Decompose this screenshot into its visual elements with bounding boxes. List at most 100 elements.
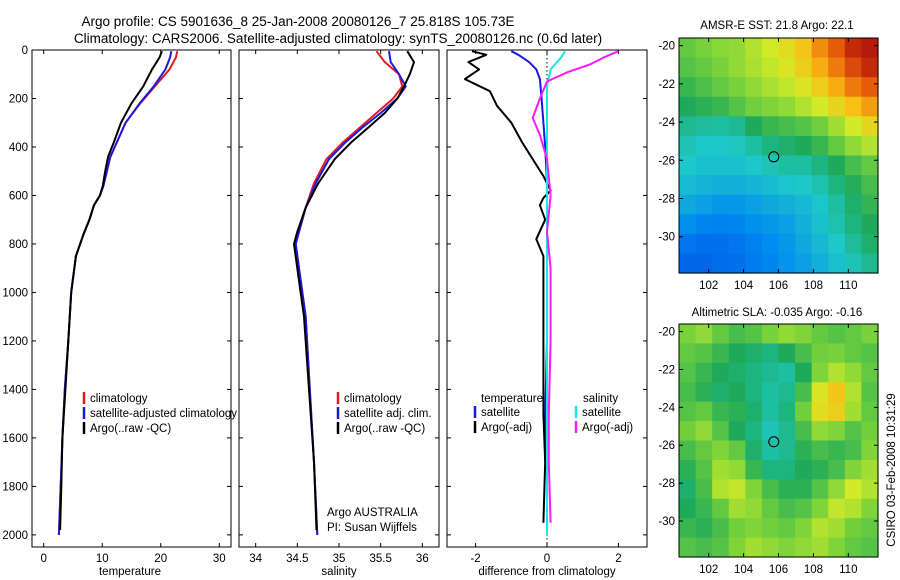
- heatmap-cell: [695, 324, 713, 345]
- series-line-satellite-adj-clim-: [294, 51, 407, 535]
- heatmap-cell: [795, 38, 813, 59]
- heatmap-cell: [712, 253, 730, 274]
- heatmap-cell: [761, 214, 780, 235]
- heatmap-cell: [778, 77, 796, 98]
- x-tick-label: 104: [734, 280, 754, 292]
- heatmap-cell: [695, 253, 713, 274]
- heatmap-cell: [828, 57, 846, 78]
- heatmap-cell: [795, 214, 813, 235]
- heatmap-cell: [844, 440, 863, 461]
- heatmap-cell: [679, 214, 697, 235]
- difference-xlabel: difference from climatology: [478, 566, 615, 578]
- heatmap-cell: [861, 155, 879, 176]
- heatmap-cell: [712, 440, 730, 461]
- heatmap-cell: [679, 479, 697, 500]
- y-tick-label: -26: [658, 440, 675, 452]
- heatmap-cell: [778, 57, 796, 78]
- heatmap-cell: [828, 343, 846, 364]
- heatmap-cell: [795, 479, 813, 500]
- heatmap-cell: [828, 362, 846, 383]
- heatmap-cell: [844, 343, 863, 364]
- heatmap-cell: [745, 362, 763, 383]
- heatmap-cell: [795, 343, 813, 364]
- heatmap-cell: [844, 214, 863, 235]
- heatmap-cell: [679, 440, 697, 461]
- salinity-panel: 34 34.5 35 35.5 36 salinity climatology sate…: [238, 49, 440, 578]
- heatmap-cell: [828, 479, 846, 500]
- heatmap-cell: [828, 135, 846, 157]
- legend-label-sal-satellite: satellite: [582, 407, 621, 419]
- heatmap-cell: [811, 116, 829, 137]
- y-tick-label: -28: [658, 478, 675, 490]
- heatmap-cell: [844, 38, 863, 59]
- heatmap-cell: [679, 253, 697, 274]
- heatmap-cell: [761, 253, 780, 274]
- heatmap-cell: [761, 518, 780, 539]
- heatmap-cell: [695, 175, 713, 196]
- heatmap-cell: [745, 343, 763, 364]
- heatmap-cell: [745, 479, 763, 500]
- heatmap-cell: [778, 116, 796, 137]
- heatmap-cell: [695, 77, 713, 98]
- heatmap-cell: [861, 57, 879, 78]
- y-tick-label: -24: [658, 402, 675, 414]
- heatmap-cell: [778, 498, 796, 519]
- heatmap-cell: [795, 324, 813, 345]
- heatmap-cell: [761, 116, 780, 137]
- heatmap-cell: [712, 518, 730, 539]
- temperature-series: [57, 50, 179, 535]
- heatmap-cell: [795, 135, 813, 157]
- heatmap-cell: [778, 253, 796, 274]
- heatmap-cell: [712, 537, 730, 558]
- heatmap-cell: [861, 498, 879, 519]
- heatmap-cell: [728, 38, 746, 59]
- heatmap-cell: [861, 459, 879, 480]
- heatmap-cell: [828, 401, 846, 422]
- y-tick-label: -22: [658, 79, 675, 91]
- heatmap-cell: [761, 343, 780, 364]
- x-tick-label: 10: [96, 553, 109, 565]
- annotation-pi: PI: Susan Wijffels: [327, 522, 417, 534]
- heatmap-cell: [695, 96, 713, 117]
- heatmap-cell: [778, 440, 796, 461]
- heatmap-cell: [712, 233, 730, 255]
- heatmap-cell: [745, 214, 763, 235]
- heatmap-cell: [778, 537, 796, 558]
- heatmap-cell: [828, 116, 846, 137]
- heatmap-cell: [712, 479, 730, 500]
- sla-argo-location-marker: [768, 436, 780, 448]
- heatmap-cell: [695, 459, 713, 480]
- series-line-argo-raw-qc-: [59, 50, 163, 531]
- heatmap-cell: [811, 155, 829, 176]
- heatmap-cell: [679, 175, 697, 196]
- salinity-x-ticks: 34 34.5 35 35.5 36: [249, 50, 429, 565]
- x-tick-label: 108: [804, 280, 823, 292]
- heatmap-cell: [695, 401, 713, 422]
- sst-map-panel: AMSR-E SST: 21.8 Argo: 22.1 102 104 106 108…: [658, 20, 879, 292]
- heatmap-cell: [761, 382, 780, 403]
- heatmap-cell: [861, 116, 879, 137]
- heatmap-cell: [861, 253, 879, 274]
- sst-ticks: 102 104 106 108 110 -20 -22 -24 -26 -28 -30: [658, 38, 878, 292]
- heatmap-cell: [679, 38, 697, 59]
- heatmap-cell: [844, 362, 863, 383]
- heatmap-cell: [811, 498, 829, 519]
- heatmap-cell: [728, 459, 746, 480]
- heatmap-cell: [712, 362, 730, 383]
- heatmap-cell: [844, 57, 863, 78]
- heatmap-cell: [679, 116, 697, 137]
- heatmap-cell: [712, 498, 730, 519]
- heatmap-cell: [844, 537, 863, 558]
- heatmap-cell: [695, 233, 713, 255]
- heatmap-cell: [712, 57, 730, 78]
- heatmap-cell: [712, 401, 730, 422]
- heatmap-cell: [811, 421, 829, 442]
- heatmap-cell: [811, 253, 829, 274]
- heatmap-cell: [728, 57, 746, 78]
- heatmap-cell: [795, 77, 813, 98]
- heatmap-cell: [761, 57, 780, 78]
- heatmap-cell: [695, 479, 713, 500]
- heatmap-cell: [828, 440, 846, 461]
- heatmap-cell: [778, 362, 796, 383]
